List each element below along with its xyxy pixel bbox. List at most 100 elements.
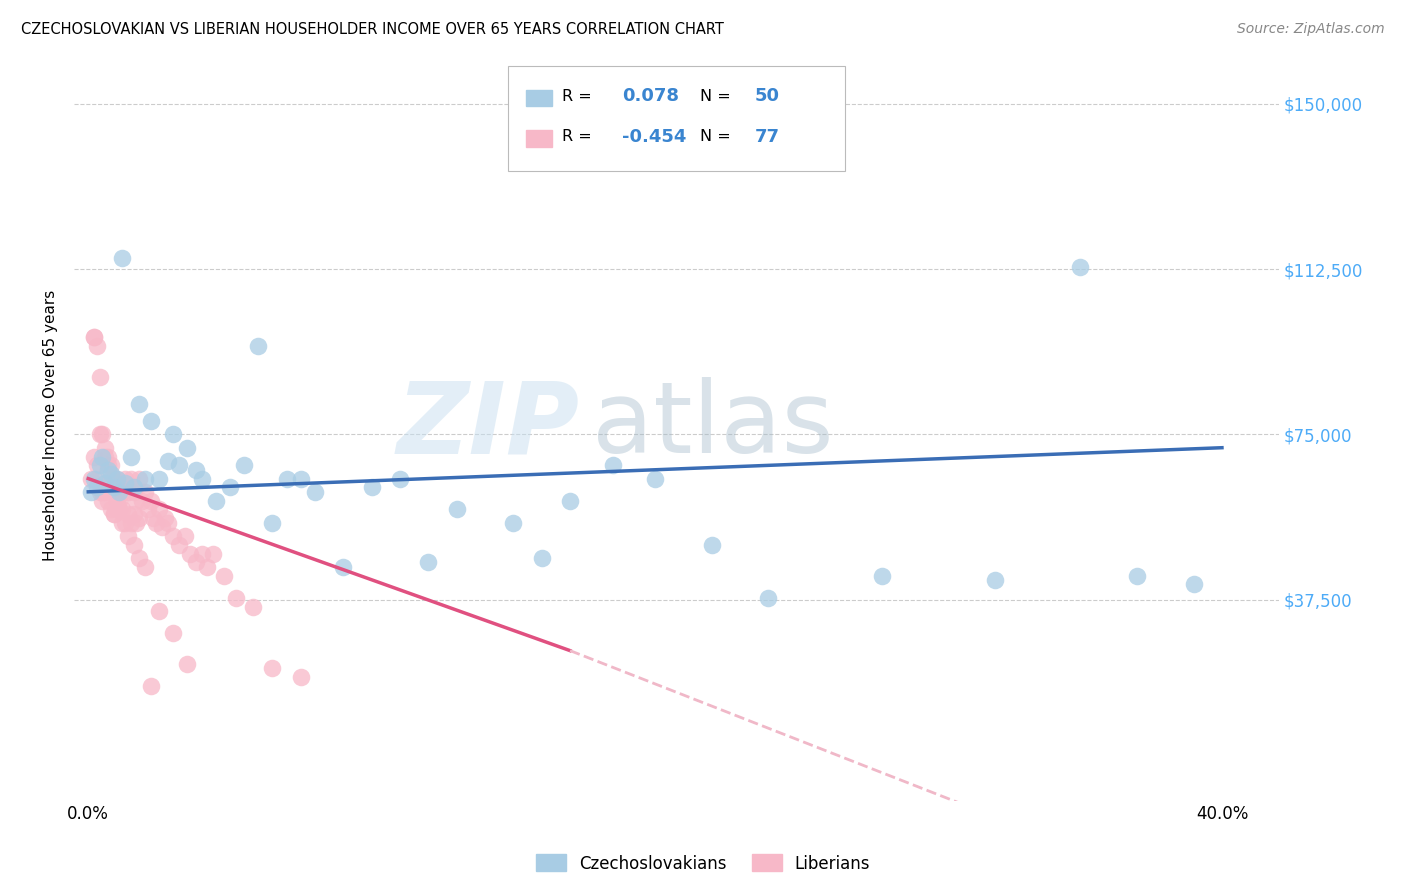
Point	[360, 480, 382, 494]
Text: Source: ZipAtlas.com: Source: ZipAtlas.com	[1237, 22, 1385, 37]
Point	[190, 547, 212, 561]
Point	[97, 458, 120, 473]
Point	[1069, 260, 1091, 274]
Point	[290, 472, 312, 486]
Point	[176, 441, 198, 455]
Point	[97, 463, 120, 477]
Point	[86, 339, 108, 353]
Point	[111, 502, 134, 516]
Point	[139, 679, 162, 693]
Point	[262, 516, 284, 530]
Point	[389, 472, 412, 486]
Point	[145, 516, 167, 530]
Point	[100, 458, 122, 473]
Text: N =: N =	[700, 129, 731, 145]
Point	[91, 484, 114, 499]
Point	[111, 251, 134, 265]
Y-axis label: Householder Income Over 65 years: Householder Income Over 65 years	[44, 290, 58, 561]
Point	[83, 330, 105, 344]
Point	[117, 529, 139, 543]
Point	[195, 559, 218, 574]
Point	[162, 529, 184, 543]
Point	[80, 472, 103, 486]
Text: atlas: atlas	[592, 377, 834, 475]
Point	[103, 507, 125, 521]
Point	[502, 516, 524, 530]
Point	[94, 484, 117, 499]
Point	[179, 547, 201, 561]
Legend: Czechoslovakians, Liberians: Czechoslovakians, Liberians	[529, 847, 877, 880]
Point	[94, 450, 117, 464]
Point	[105, 493, 128, 508]
Point	[103, 480, 125, 494]
Text: 50: 50	[755, 87, 780, 105]
Text: 0.078: 0.078	[623, 87, 679, 105]
Point	[446, 502, 468, 516]
Point	[91, 450, 114, 464]
Point	[114, 516, 136, 530]
Point	[139, 414, 162, 428]
Point	[290, 670, 312, 684]
Text: R =: R =	[562, 129, 592, 145]
Point	[86, 480, 108, 494]
Point	[233, 458, 256, 473]
Point	[114, 472, 136, 486]
Point	[86, 458, 108, 473]
Point	[148, 472, 170, 486]
Point	[184, 555, 207, 569]
Point	[103, 472, 125, 486]
Point	[91, 427, 114, 442]
Point	[134, 484, 156, 499]
Point	[120, 472, 142, 486]
Point	[111, 484, 134, 499]
Point	[148, 502, 170, 516]
Point	[114, 475, 136, 490]
FancyBboxPatch shape	[508, 66, 845, 170]
Point	[201, 547, 224, 561]
Point	[131, 493, 153, 508]
Point	[122, 538, 145, 552]
Point	[83, 450, 105, 464]
Text: R =: R =	[562, 89, 592, 104]
Point	[870, 568, 893, 582]
Point	[758, 591, 780, 605]
Point	[242, 599, 264, 614]
Point	[162, 427, 184, 442]
Point	[122, 480, 145, 494]
Point	[117, 507, 139, 521]
Point	[150, 520, 173, 534]
Point	[204, 493, 226, 508]
Point	[100, 472, 122, 486]
Text: CZECHOSLOVAKIAN VS LIBERIAN HOUSEHOLDER INCOME OVER 65 YEARS CORRELATION CHART: CZECHOSLOVAKIAN VS LIBERIAN HOUSEHOLDER …	[21, 22, 724, 37]
Point	[139, 493, 162, 508]
Point	[262, 661, 284, 675]
Bar	[526, 90, 553, 106]
Point	[105, 472, 128, 486]
Point	[602, 458, 624, 473]
Point	[117, 484, 139, 499]
Point	[1182, 577, 1205, 591]
Point	[156, 454, 179, 468]
Point	[153, 511, 176, 525]
Point	[136, 502, 159, 516]
Point	[94, 475, 117, 490]
Point	[225, 591, 247, 605]
Point	[100, 467, 122, 482]
Point	[97, 493, 120, 508]
Point	[332, 559, 354, 574]
Point	[128, 396, 150, 410]
Point	[120, 450, 142, 464]
Point	[700, 538, 723, 552]
Point	[120, 516, 142, 530]
Point	[1126, 568, 1149, 582]
Text: ZIP: ZIP	[396, 377, 581, 475]
Point	[190, 472, 212, 486]
Point	[167, 458, 190, 473]
Point	[89, 370, 111, 384]
Point	[108, 493, 131, 508]
Point	[122, 507, 145, 521]
Point	[103, 507, 125, 521]
Point	[558, 493, 581, 508]
Point	[108, 480, 131, 494]
Point	[94, 441, 117, 455]
